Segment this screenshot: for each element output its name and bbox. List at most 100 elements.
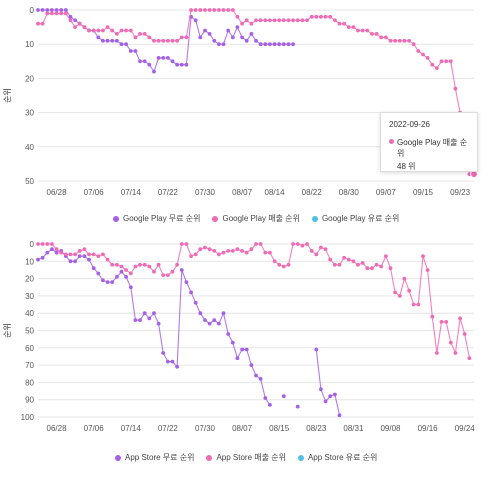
as-x-tick-label: 09/08	[380, 424, 401, 433]
as-series-0-point	[203, 318, 207, 322]
as-series-0-point	[198, 311, 203, 316]
gp-series-0-point	[138, 59, 142, 64]
as-series-0-point	[295, 404, 300, 409]
as-series-0-point	[263, 396, 268, 400]
app-store-chart: 0 10 20 30 40 50 60 70 80 90 100 06/28 07/06 07/14 07/…	[0, 232, 500, 442]
as-series-0-point	[40, 255, 45, 260]
legend-google-revenue[interactable]: Google Play 매출 순위	[212, 213, 300, 224]
gp-series-0-point	[133, 49, 138, 53]
as-y-tick-label: 70	[25, 361, 34, 370]
gp-series-1-point	[40, 21, 45, 26]
as-series-1-point	[448, 340, 453, 345]
gp-series-0-point	[124, 42, 128, 47]
as-series-1-point	[235, 247, 240, 252]
gp-series-1-point	[161, 38, 166, 43]
gp-series-0-point	[59, 8, 64, 12]
gp-series-0-point	[166, 56, 170, 60]
as-series-1-line	[38, 243, 470, 359]
as-series-1-point	[430, 314, 435, 319]
tooltip-value: 48 위	[397, 162, 416, 171]
gp-series-1-point	[411, 42, 416, 47]
as-series-0-point	[166, 359, 170, 364]
gp-series-1-point	[179, 35, 184, 40]
app-store-legend: App Store 무료 순위 App Store 매출 순위 App Stor…	[115, 452, 377, 463]
legend-appstore-free[interactable]: App Store 무료 순위	[115, 452, 194, 463]
as-series-1-point	[356, 262, 360, 267]
gp-series-1-point	[244, 18, 249, 23]
as-y-axis-label: 순위	[3, 323, 12, 338]
gp-series-0-point	[272, 42, 277, 47]
gp-series-1-point	[110, 28, 115, 33]
chart-tooltip: 2022-09-26 Google Play 매출 순위 48 위	[380, 112, 478, 172]
as-series-1-point	[198, 247, 203, 252]
as-series-1-point	[166, 273, 170, 277]
as-series-0-point	[235, 356, 240, 361]
as-y-tick-label: 80	[25, 378, 34, 387]
as-series-1-point	[314, 252, 319, 257]
gp-series-1-point	[133, 35, 138, 40]
legend-appstore-paid-label: App Store 유료 순위	[307, 453, 378, 462]
legend-google-free[interactable]: Google Play 무료 순위	[113, 213, 200, 224]
gp-series-1-point	[87, 28, 91, 33]
google-play-chart: 0 10 20 30 40 50 06/28 07/06 07/14 07/22 07/30 08/0…	[0, 0, 500, 205]
tooltip-date: 2022-09-26	[389, 120, 430, 129]
gp-series-0-point	[36, 8, 40, 12]
gp-series-1-point	[384, 35, 388, 40]
gp-series-0-point	[96, 35, 101, 40]
as-series-1-point	[305, 242, 309, 246]
as-series-0-point	[328, 394, 333, 399]
gp-x-tick-label: 09/07	[376, 188, 397, 197]
as-series-1-point	[333, 262, 337, 267]
gp-series-1-point	[91, 28, 96, 33]
as-series-1-point	[189, 254, 194, 258]
gp-y-tick-label: 20	[25, 74, 34, 83]
as-series-0-point	[91, 266, 96, 271]
gp-x-tick-label: 09/15	[413, 188, 434, 197]
gp-series-0-point	[277, 42, 282, 47]
gp-series-1-point	[254, 18, 258, 23]
legend-google-paid[interactable]: Google Play 유료 순위	[311, 213, 399, 224]
gp-series-1-point	[388, 38, 393, 43]
legend-appstore-revenue-label: App Store 매출 순위	[216, 453, 286, 462]
as-series-0-point	[226, 332, 231, 336]
gp-series-1-point	[82, 25, 87, 29]
gp-series-1-point	[397, 38, 402, 43]
as-y-tick-label: 0	[30, 240, 35, 249]
as-series-1-point	[309, 249, 314, 253]
as-series-1-point	[124, 268, 128, 272]
gp-series-0-point	[221, 42, 226, 47]
gp-series-1-point	[448, 59, 453, 64]
as-series-1-point	[73, 252, 77, 257]
gp-series-1-point	[207, 8, 212, 12]
tooltip-series: Google Play 매출 순위	[397, 138, 468, 158]
gp-series-1-point	[235, 14, 240, 19]
gp-series-1-point	[105, 25, 110, 29]
gp-series-0-point	[263, 42, 268, 47]
legend-google-revenue-label: Google Play 매출 순위	[222, 214, 300, 223]
as-series-1-point	[133, 264, 138, 269]
as-series-1-point	[230, 249, 235, 253]
as-series-0-point	[268, 403, 272, 407]
as-series-1-point	[300, 243, 305, 248]
as-series-1-point	[374, 262, 379, 267]
as-x-tick-label: 08/23	[306, 424, 327, 433]
gp-series-1-point	[63, 11, 68, 16]
legend-appstore-paid[interactable]: App Store 유료 순위	[297, 452, 378, 463]
gp-series-0-point	[54, 8, 59, 12]
as-series-1-point	[50, 242, 54, 246]
gp-series-1-point	[421, 52, 425, 57]
as-series-1-point	[281, 264, 286, 269]
legend-appstore-revenue[interactable]: App Store 매출 순위	[206, 452, 286, 463]
as-x-tick-label: 09/16	[418, 424, 439, 433]
as-series-0-point	[244, 347, 249, 352]
as-series-0-point	[314, 347, 319, 352]
as-series-1-point	[184, 242, 189, 246]
as-series-1-point	[254, 242, 258, 246]
gp-x-tick-label: 07/30	[195, 188, 216, 197]
as-series-1-point	[342, 255, 346, 260]
as-series-1-point	[351, 259, 356, 264]
as-series-1-point	[346, 257, 351, 262]
as-x-tick-label: 07/30	[195, 424, 216, 433]
gp-series-1-point	[328, 14, 333, 19]
as-series-0-point	[142, 311, 147, 316]
